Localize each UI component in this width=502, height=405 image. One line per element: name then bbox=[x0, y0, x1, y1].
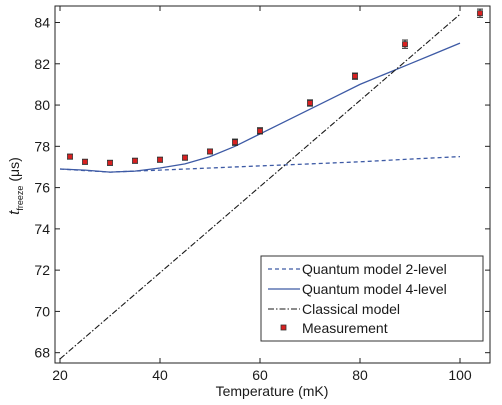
y-axis-label: tfreeze (μs) bbox=[6, 157, 25, 215]
measurement-point bbox=[307, 99, 313, 107]
measurement-marker bbox=[402, 41, 408, 48]
measurement-marker bbox=[207, 148, 213, 155]
series-line-2 bbox=[59, 13, 461, 360]
measurement-marker bbox=[107, 159, 113, 166]
y-tick-label: 82 bbox=[34, 56, 50, 72]
y-tick-label: 84 bbox=[34, 15, 50, 31]
measurement-point bbox=[477, 8, 483, 18]
y-tick-label: 74 bbox=[34, 221, 50, 237]
measurement-point bbox=[157, 156, 163, 163]
legend-label-measurement: Measurement bbox=[302, 320, 388, 336]
axis-ticks: 20 40 60 80 100 68 70 72 74 76 78 80 82 84 bbox=[34, 6, 490, 383]
x-tick-label: 20 bbox=[52, 367, 68, 383]
measurement-point bbox=[107, 159, 113, 166]
measurement-point bbox=[232, 138, 238, 146]
legend-box bbox=[260, 255, 484, 342]
legend: Quantum model 2-level Quantum model 4-le… bbox=[260, 255, 484, 342]
x-axis-label: Temperature (mK) bbox=[216, 383, 329, 399]
measurement-marker bbox=[157, 156, 163, 163]
measurement-layer bbox=[67, 8, 483, 166]
measurement-point bbox=[132, 157, 138, 164]
measurement-marker bbox=[82, 158, 88, 165]
measurement-point bbox=[82, 158, 88, 165]
measurement-marker bbox=[257, 127, 263, 134]
y-axis-label-unit: (μs) bbox=[6, 157, 22, 181]
x-tick-label: 40 bbox=[152, 367, 168, 383]
y-tick-label: 78 bbox=[34, 138, 50, 154]
x-tick-label: 80 bbox=[352, 367, 368, 383]
y-tick-label: 76 bbox=[34, 180, 50, 196]
measurement-point bbox=[67, 153, 73, 160]
x-tick-label: 100 bbox=[448, 367, 472, 383]
measurement-marker bbox=[132, 157, 138, 164]
y-tick-label: 68 bbox=[34, 345, 50, 361]
legend-label-classical: Classical model bbox=[302, 301, 400, 317]
measurement-marker bbox=[67, 153, 73, 160]
measurement-point bbox=[182, 154, 188, 161]
measurement-point bbox=[257, 127, 263, 135]
y-axis-label-subscript: freeze bbox=[15, 186, 25, 211]
y-tick-label: 72 bbox=[34, 262, 50, 278]
measurement-point bbox=[352, 72, 358, 80]
measurement-point bbox=[402, 39, 408, 49]
legend-marker-measurement bbox=[280, 324, 287, 331]
measurement-marker bbox=[232, 139, 238, 146]
measurement-marker bbox=[477, 10, 483, 17]
measurement-marker bbox=[182, 154, 188, 161]
y-axis-label-main: t bbox=[6, 210, 23, 215]
measurement-marker bbox=[352, 73, 358, 80]
measurement-point bbox=[207, 148, 213, 155]
legend-label-4level: Quantum model 4-level bbox=[302, 281, 447, 297]
x-tick-label: 60 bbox=[252, 367, 268, 383]
measurement-marker bbox=[307, 100, 313, 106]
legend-label-2level: Quantum model 2-level bbox=[302, 261, 447, 277]
y-tick-label: 70 bbox=[34, 303, 50, 319]
y-tick-label: 80 bbox=[34, 97, 50, 113]
